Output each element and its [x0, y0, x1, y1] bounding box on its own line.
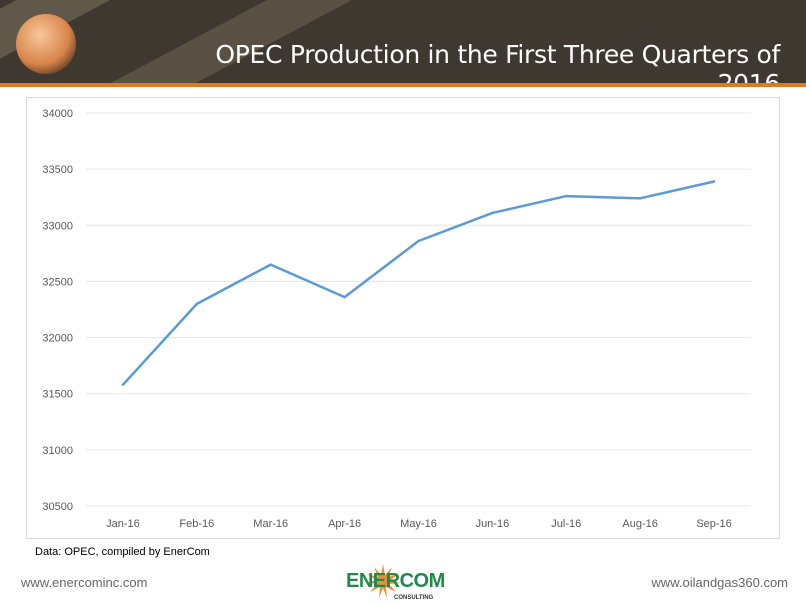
- y-tick-label: 31000: [42, 445, 73, 457]
- x-tick-label: May-16: [400, 518, 437, 530]
- x-tick-label: Apr-16: [328, 518, 361, 530]
- footer-url-right[interactable]: www.oilandgas360.com: [651, 575, 788, 590]
- data-point: [491, 211, 494, 215]
- y-tick-label: 30500: [42, 501, 73, 513]
- data-point: [195, 302, 199, 306]
- x-tick-label: Jun-16: [476, 518, 510, 530]
- data-point: [269, 263, 272, 266]
- y-tick-label: 33500: [42, 164, 73, 176]
- y-tick-label: 34000: [42, 108, 73, 120]
- logo-name: ENERCOM: [346, 570, 445, 592]
- data-point: [121, 383, 125, 386]
- footer-url-left[interactable]: www.enercominc.com: [21, 575, 148, 590]
- x-tick-label: Aug-16: [622, 518, 657, 530]
- sun-globe-logo-icon: [16, 14, 76, 74]
- chart-frame: [26, 97, 780, 539]
- data-point: [712, 180, 716, 183]
- header-banner: OPEC Production in the First Three Quart…: [0, 0, 806, 83]
- enercom-logo: ENERCOM CONSULTING: [346, 564, 466, 605]
- series-line: [122, 180, 715, 386]
- y-tick-label: 31500: [42, 389, 73, 401]
- x-tick-label: Jan-16: [106, 518, 140, 530]
- data-point: [343, 295, 346, 299]
- x-tick-label: Mar-16: [253, 518, 288, 530]
- y-tick-label: 32500: [42, 276, 73, 288]
- y-tick-label: 33000: [42, 220, 73, 232]
- x-tick-label: Feb-16: [179, 518, 214, 530]
- slide-title: OPEC Production in the First Three Quart…: [215, 40, 780, 83]
- x-tick-label: Jul-16: [551, 518, 581, 530]
- data-point: [638, 197, 642, 200]
- sun-icon: [366, 564, 400, 598]
- x-tick-label: Sep-16: [696, 518, 731, 530]
- logo-sub: CONSULTING: [394, 595, 434, 601]
- accent-bar: [0, 83, 806, 87]
- y-tick-label: 32000: [42, 333, 73, 345]
- data-point: [417, 239, 420, 243]
- source-note: Data: OPEC, compiled by EnerCom: [35, 546, 210, 558]
- data-point: [565, 194, 568, 198]
